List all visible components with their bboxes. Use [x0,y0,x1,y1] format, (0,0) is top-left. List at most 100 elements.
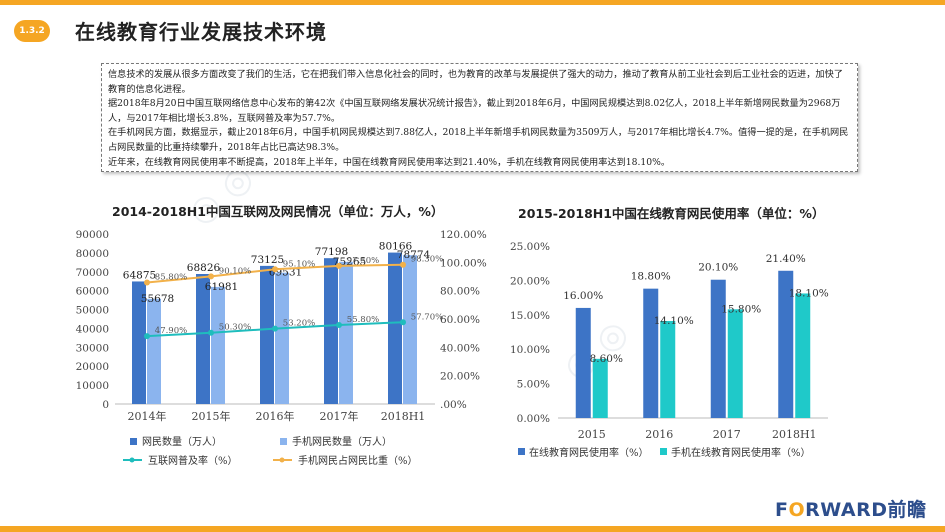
y-tick-label-right: 20.00% [440,371,480,383]
line-data-label: 95.10% [283,259,315,269]
bar [643,288,659,418]
bar [710,279,726,418]
y-tick-label-left: 90000 [76,229,109,241]
line-point [144,279,150,286]
legend-marker [129,457,135,463]
bar-data-label: 18.80% [631,271,671,283]
bar-data-label: 64875 [123,269,156,281]
line-data-label: 47.90% [155,326,187,336]
brand-logo-o: O [788,499,806,521]
line-data-label: 98.30% [411,255,443,265]
line-point [400,319,406,326]
bar [575,307,591,418]
bar-data-label: 61981 [205,281,238,293]
bar-data-label: 18.10% [789,287,829,299]
y-tick-label-right: 80.00% [440,286,480,298]
x-tick-label: 2016年 [256,409,295,423]
line-point [208,329,214,336]
bar-data-label: 8.60% [590,353,623,365]
line-point [336,321,342,328]
x-tick-label: 2015 [578,428,606,441]
chart1-title: 2014-2018H1中国互联网及网民情况（单位：万人，%） [112,204,444,219]
legend-label: 网民数量（万人） [142,435,222,448]
bar-data-label: 14.10% [654,315,694,327]
bar [727,309,743,418]
bar-data-label: 15.80% [721,303,761,315]
top-accent-bar [0,0,945,5]
y-tick-label-right: 60.00% [440,314,480,326]
y-tick-label-left: 40000 [76,323,109,335]
line-data-label: 53.20% [283,319,315,329]
bar [592,358,608,418]
chart2-title: 2015-2018H1中国在线教育网民使用率（单位：%） [518,206,825,221]
x-tick-label: 2014年 [128,409,167,423]
bar-data-label: 78774 [397,249,431,261]
bar-data-label: 16.00% [563,290,603,302]
page-title: 在线教育行业发展技术环境 [75,20,327,44]
y-tick-label-right: .00% [440,399,467,411]
y-tick-label: 25.00% [510,241,550,253]
y-tick-label: 10.00% [510,344,550,356]
bar-data-label: 68826 [187,262,221,274]
description-paragraph: 据2018年8月20日中国互联网络信息中心发布的第42次《中国互联网络发展状况统… [108,98,841,124]
y-tick-label-left: 0 [102,399,109,411]
legend-swatch [518,448,525,455]
bar-data-label: 73125 [251,254,284,266]
bar [275,272,289,404]
bar [660,320,676,418]
x-tick-label: 2017年 [320,409,359,423]
x-tick-label: 2017 [713,428,741,441]
bar-data-label: 21.40% [766,253,806,265]
y-tick-label-left: 20000 [76,361,109,373]
legend-marker [279,457,285,463]
y-tick-label-right: 40.00% [440,342,480,354]
legend-swatch [660,448,667,455]
y-tick-label-right: 100.00% [440,257,487,269]
bar [339,261,353,404]
legend-swatch [130,438,137,445]
line-data-label: 97.50% [347,256,379,266]
line-data-label: 55.80% [347,315,379,325]
bar [260,265,274,404]
description-paragraph: 在手机网民方面，数据显示，截止2018年6月，中国手机网民规模达到7.88亿人，… [108,127,849,153]
y-tick-label-left: 80000 [76,248,109,260]
bar-data-label: 77198 [315,246,348,258]
x-tick-label: 2016 [645,428,673,441]
y-tick-label-left: 60000 [76,286,109,298]
legend-label: 互联网普及率（%） [148,454,238,467]
legend-swatch [280,438,287,445]
line-data-label: 50.30% [219,323,251,333]
y-tick-label: 15.00% [510,310,550,322]
bar [196,273,210,404]
description-paragraph: 信息技术的发展从很多方面改变了我们的生活，它在把我们带入信息化社会的同时，也为教… [108,69,843,95]
brand-logo-rest: RWARD前瞻 [805,499,927,521]
line-point [208,273,214,280]
line-data-label: 90.10% [219,266,251,276]
bar [147,298,161,404]
line-point [400,261,406,268]
bar [388,252,402,404]
bar-data-label: 80166 [379,241,413,253]
bar [403,255,417,404]
x-tick-label: 2018H1 [381,410,426,423]
legend-label: 手机在线教育网民使用率（%） [671,446,811,459]
line-point [336,262,342,269]
bar [324,258,338,404]
description-paragraph: 近年来，在线教育网民使用率不断提高，2018年上半年，中国在线教育网民使用率达到… [108,156,671,168]
bar [778,270,794,418]
bar [211,286,225,404]
legend-label: 手机网民数量（万人） [292,435,392,448]
description-box: 信息技术的发展从很多方面改变了我们的生活，它在把我们带入信息化社会的同时，也为教… [101,63,858,172]
y-tick-label-right: 120.00% [440,229,487,241]
y-tick-label: 0.00% [517,413,550,425]
x-tick-label: 2018H1 [772,428,817,441]
y-tick-label: 5.00% [517,379,550,391]
y-tick-label-left: 30000 [76,342,109,354]
y-tick-label: 20.00% [510,275,550,287]
bottom-accent-bar [0,526,945,532]
line-point [144,333,150,340]
y-tick-label-left: 50000 [76,305,109,317]
line-point [272,266,278,273]
